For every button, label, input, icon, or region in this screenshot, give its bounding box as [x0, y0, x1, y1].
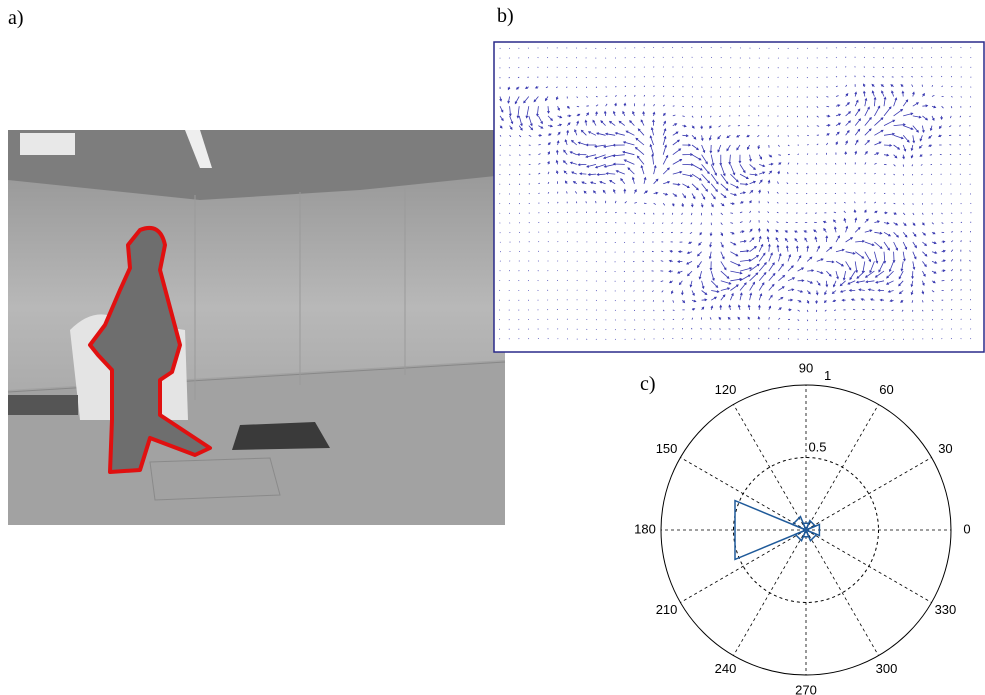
flow-panel — [494, 42, 984, 352]
grid-spoke — [806, 458, 932, 531]
grid-spoke — [806, 404, 879, 530]
theta-tick-label: 300 — [876, 661, 898, 676]
theta-tick-label: 0 — [963, 521, 970, 536]
grid-spoke — [806, 530, 879, 656]
polar-chart: 0.5 1 0 30 60 90 120 150 180 210 240 270 300 330 — [634, 360, 970, 695]
theta-tick-label: 30 — [938, 441, 952, 456]
theta-tick-label: 270 — [795, 682, 817, 695]
grid-spoke — [680, 530, 806, 603]
rose-wedge — [806, 530, 817, 541]
photo — [8, 130, 505, 525]
r-tick-label: 0.5 — [808, 440, 826, 455]
theta-tick-label: 60 — [879, 382, 893, 397]
theta-tick-label: 150 — [656, 441, 678, 456]
panel-label: a) — [8, 7, 24, 29]
theta-tick-label: 90 — [799, 360, 813, 375]
theta-tick-label: 240 — [715, 661, 737, 676]
grid-spoke — [734, 404, 807, 530]
grid-spoke — [734, 530, 807, 656]
grid-spoke — [680, 458, 806, 531]
figure: a) b) c) 0.5 1 0 30 60 90 120 150 180 210 240 270 30… — [0, 0, 985, 695]
theta-tick-label: 120 — [715, 382, 737, 397]
grid-spoke — [806, 530, 932, 603]
panel-label: b) — [497, 5, 514, 27]
panel-label: c) — [640, 373, 656, 395]
theta-tick-label: 330 — [935, 602, 957, 617]
theta-tick-label: 210 — [656, 602, 678, 617]
theta-tick-label: 180 — [634, 521, 656, 536]
r-tick-label: 1 — [824, 368, 831, 383]
